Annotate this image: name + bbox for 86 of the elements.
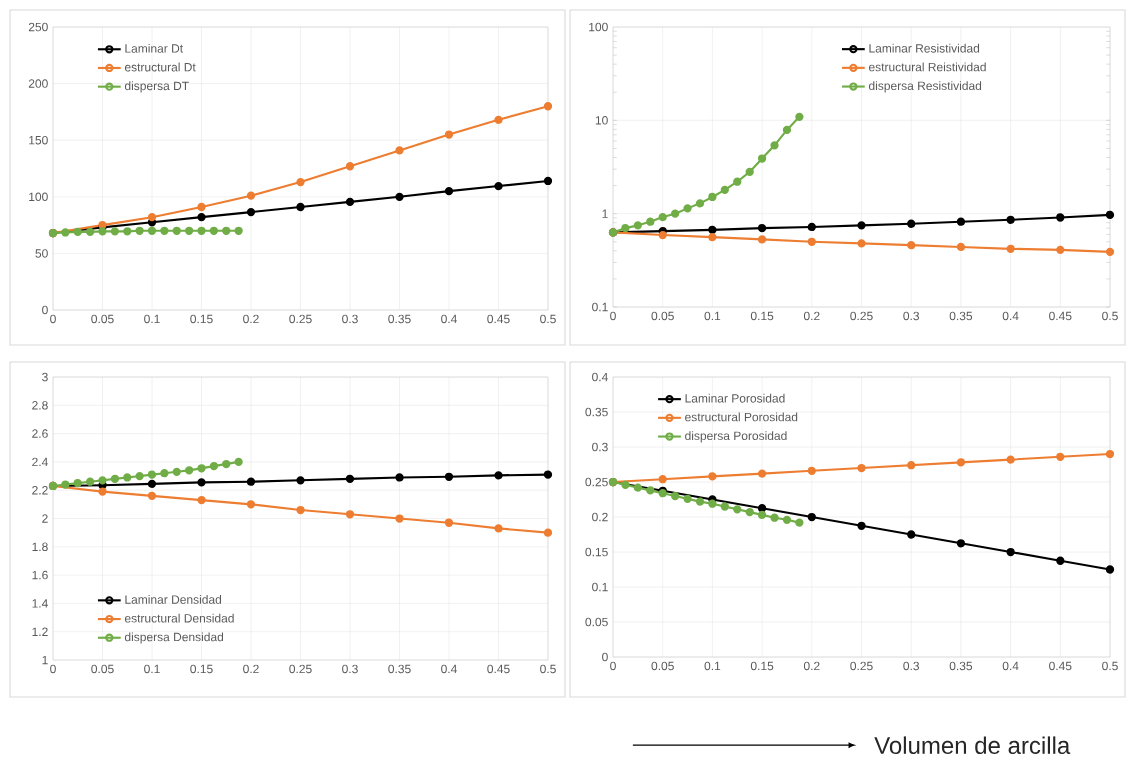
y-tick-label: 100 [29, 192, 48, 202]
x-tick-label: 0.4 [1002, 661, 1019, 671]
y-tick-label: 50 [35, 249, 48, 258]
legend-label: dispersa DT [124, 81, 189, 93]
x-tick-label: 0.3 [903, 311, 920, 321]
y-tick-label: 200 [28, 79, 48, 88]
x-tick-label: 0 [50, 314, 56, 324]
y-tick-label: 0.3 [592, 442, 608, 452]
x-tick-label: 0.05 [91, 314, 114, 324]
x-tick-label: 0.25 [289, 664, 312, 674]
y-tick-label: 0.35 [585, 407, 608, 417]
x-tick-label: 0.05 [91, 664, 114, 674]
y-tick-label: 150 [29, 135, 48, 145]
x-tick-label: 0 [610, 311, 616, 321]
y-tick-label: 0.15 [585, 547, 608, 557]
y-tick-label: 0 [602, 652, 608, 662]
x-tick-label: 0.2 [243, 664, 259, 674]
x-tick-label: 0 [610, 661, 616, 671]
y-tick-label: 1.2 [32, 627, 48, 636]
x-tick-label: 0.2 [803, 311, 820, 321]
legend-label: estructural Porosidad [685, 412, 798, 422]
legend-label: estructural Dt [124, 62, 196, 72]
legend-label: estructural Densidad [124, 613, 234, 623]
x-tick-label: 0.4 [1002, 311, 1019, 321]
y-tick-label: 0.2 [592, 512, 608, 522]
x-tick-label: 0.5 [1102, 311, 1118, 321]
y-tick-label: 1.4 [32, 599, 48, 608]
y-tick-label: 2.2 [32, 486, 48, 495]
y-tick-label: 1 [602, 209, 608, 218]
y-tick-label: 2.8 [32, 401, 48, 410]
x-tick-label: 0.1 [704, 661, 721, 671]
x-tick-label: 0.15 [750, 311, 774, 321]
x-tick-label: 0.05 [651, 661, 674, 671]
x-tick-label: 0.1 [144, 314, 160, 324]
x-tick-label: 0.25 [850, 311, 873, 321]
x-tick-label: 0.45 [1049, 661, 1072, 671]
text: Volumen de arcilla [874, 736, 1071, 755]
x-tick-label: 0.3 [342, 664, 358, 674]
x-tick-label: 0.5 [1102, 661, 1118, 671]
legend-label: dispersa Porosidad [685, 431, 787, 443]
x-tick-label: 0.35 [388, 664, 411, 674]
y-tick-label: 0.25 [585, 477, 608, 487]
x-tick-label: 0.45 [487, 664, 510, 674]
x-tick-label: 0.2 [243, 314, 259, 324]
y-tick-label: 2.4 [32, 457, 48, 467]
x-tick-label: 0.45 [487, 314, 510, 324]
legend-label: Laminar Porosidad [685, 393, 785, 403]
y-tick-label: 2.6 [32, 429, 48, 438]
legend-label: dispersa Densidad [124, 632, 224, 644]
y-tick-label: 3 [42, 372, 48, 382]
x-tick-label: 0.15 [190, 314, 213, 324]
x-tick-label: 0.2 [803, 661, 820, 671]
x-tick-label: 0.1 [704, 311, 721, 321]
x-tick-label: 0.4 [441, 664, 457, 674]
y-tick-label: 1.6 [32, 570, 48, 580]
y-tick-label: 2 [42, 514, 48, 523]
y-tick-label: 100 [589, 22, 608, 32]
x-tick-label: 0.25 [289, 314, 312, 324]
x-tick-label: 0.3 [903, 661, 920, 671]
x-tick-label: 0.5 [540, 314, 556, 324]
x-tick-label: 0.15 [190, 664, 213, 674]
x-tick-label: 0.35 [388, 314, 411, 324]
x-tick-label: 0.35 [949, 661, 973, 671]
legend-label: Laminar Densidad [125, 595, 222, 604]
x-tick-label: 0.05 [651, 311, 674, 321]
y-tick-label: 0.1 [592, 302, 608, 312]
legend-label: estructural Reistividad [868, 62, 986, 72]
y-tick-label: 0.05 [585, 617, 608, 627]
x-tick-label: 0.45 [1049, 311, 1072, 321]
x-tick-label: 0.5 [540, 664, 556, 674]
legend-label: Laminar Dt [125, 43, 183, 53]
legend-label: dispersa Resistividad [868, 81, 982, 93]
x-tick-label: 0.35 [949, 311, 973, 321]
x-tick-label: 0 [50, 664, 56, 674]
y-tick-label: 250 [28, 22, 48, 32]
legend-label: Laminar Resistividad [869, 43, 980, 53]
x-tick-label: 0.15 [750, 661, 774, 671]
y-tick-label: 10 [595, 116, 608, 125]
y-tick-label: 0.4 [592, 372, 608, 382]
y-tick-label: 1 [42, 655, 48, 665]
y-tick-label: 1.8 [32, 542, 48, 552]
x-tick-label: 0.3 [342, 314, 358, 324]
y-tick-label: 0.1 [592, 582, 608, 592]
x-tick-label: 0.1 [144, 664, 160, 674]
x-tick-label: 0.25 [850, 661, 873, 671]
x-tick-label: 0.4 [441, 314, 457, 324]
